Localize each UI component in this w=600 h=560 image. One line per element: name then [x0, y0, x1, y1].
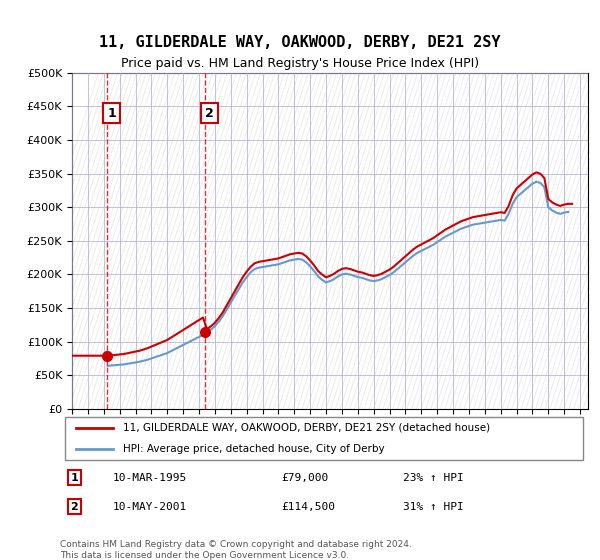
Text: £79,000: £79,000: [282, 473, 329, 483]
Text: £114,500: £114,500: [282, 502, 336, 512]
Text: 2: 2: [71, 502, 79, 512]
Text: 23% ↑ HPI: 23% ↑ HPI: [403, 473, 464, 483]
Text: Contains HM Land Registry data © Crown copyright and database right 2024.
This d: Contains HM Land Registry data © Crown c…: [60, 540, 412, 560]
Text: HPI: Average price, detached house, City of Derby: HPI: Average price, detached house, City…: [124, 444, 385, 454]
Text: Price paid vs. HM Land Registry's House Price Index (HPI): Price paid vs. HM Land Registry's House …: [121, 57, 479, 70]
Text: 1: 1: [71, 473, 79, 483]
Text: 10-MAY-2001: 10-MAY-2001: [113, 502, 187, 512]
Text: 31% ↑ HPI: 31% ↑ HPI: [403, 502, 464, 512]
FancyBboxPatch shape: [65, 417, 583, 460]
Text: 10-MAR-1995: 10-MAR-1995: [113, 473, 187, 483]
Text: 11, GILDERDALE WAY, OAKWOOD, DERBY, DE21 2SY (detached house): 11, GILDERDALE WAY, OAKWOOD, DERBY, DE21…: [124, 423, 490, 433]
Text: 1: 1: [107, 106, 116, 120]
Text: 2: 2: [205, 106, 214, 120]
Text: 11, GILDERDALE WAY, OAKWOOD, DERBY, DE21 2SY: 11, GILDERDALE WAY, OAKWOOD, DERBY, DE21…: [99, 35, 501, 50]
